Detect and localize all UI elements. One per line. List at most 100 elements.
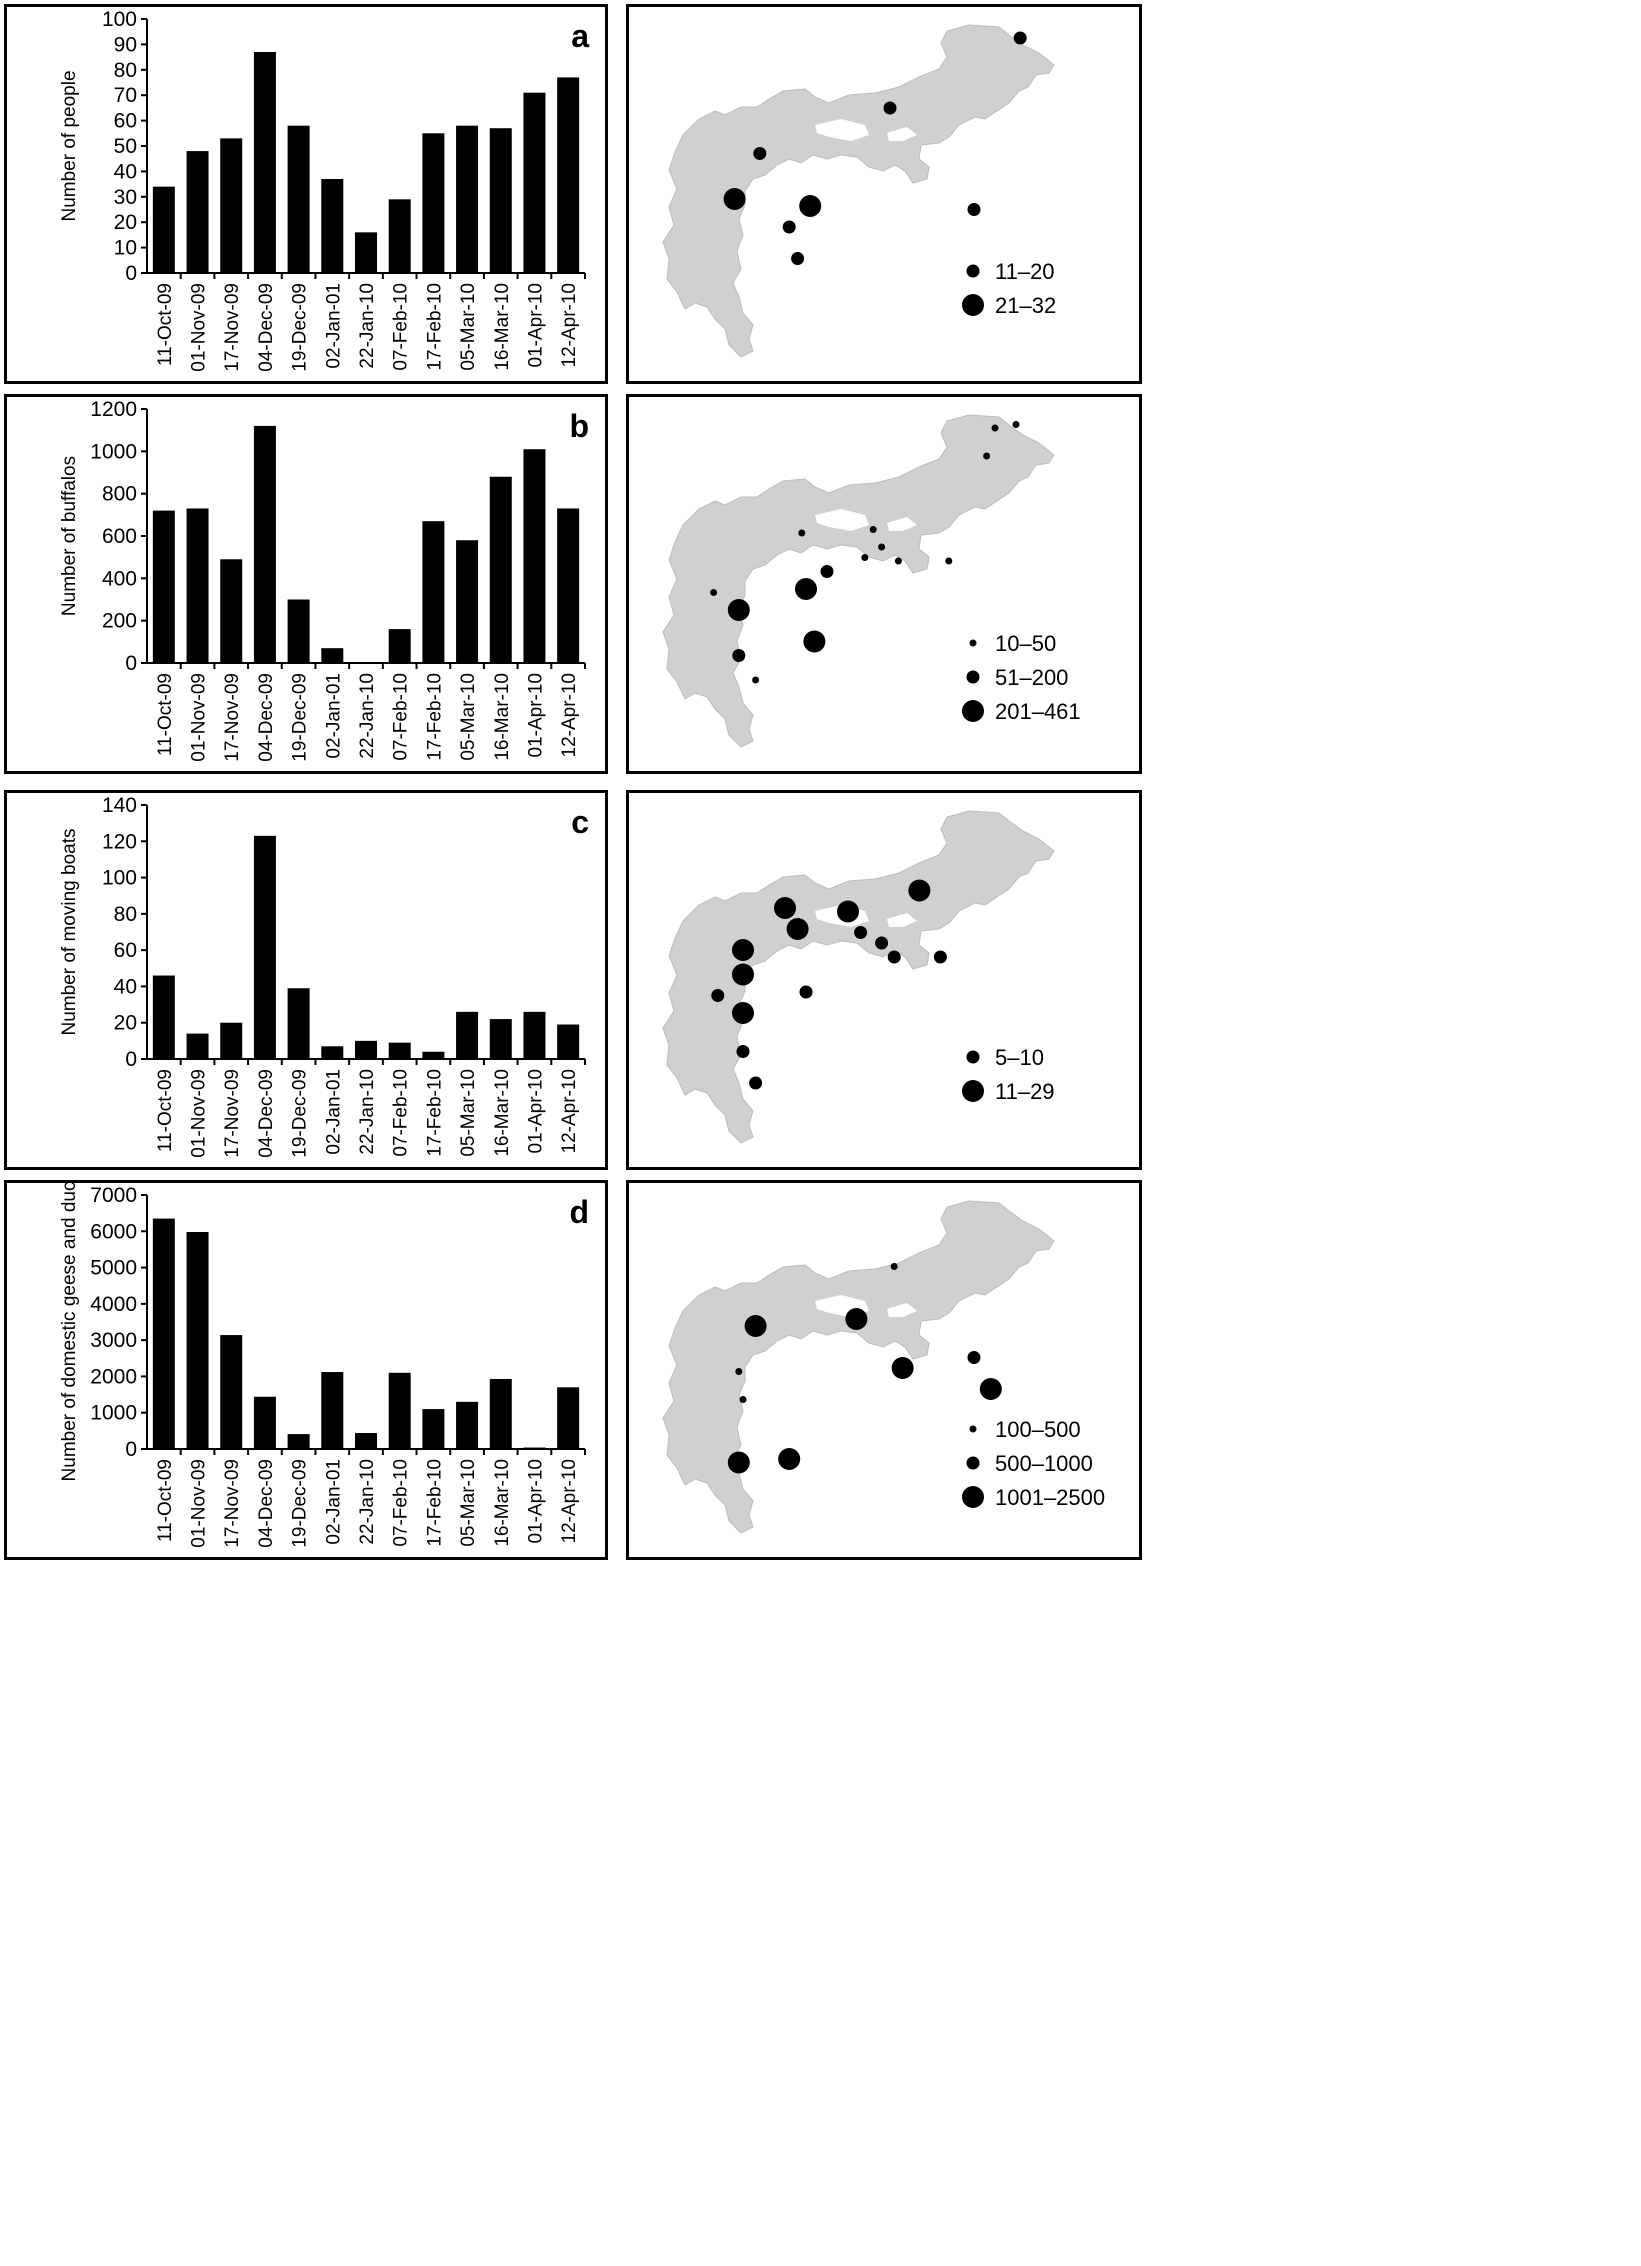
x-tick-label: 05-Mar-10 (458, 673, 479, 761)
x-tick-label: 22-Jan-10 (357, 283, 378, 369)
map-point (799, 985, 813, 999)
map-point (727, 599, 750, 621)
chart-panel-d: Number of domestic geese and ducks 0 1000 2… (4, 1180, 608, 1560)
legend-label: 11–20 (995, 259, 1055, 284)
bar (287, 125, 310, 274)
y-tick-label: 20 (114, 1012, 137, 1035)
x-tick-label: 01-Apr-10 (525, 283, 546, 368)
x-tick-label: 11-Oct-09 (155, 1069, 176, 1152)
x-tick-label: 05-Mar-10 (458, 283, 479, 371)
map-point (727, 1451, 750, 1474)
x-tick-label: 12-Apr-10 (559, 283, 580, 368)
map-point (979, 1378, 1002, 1400)
bar (489, 1378, 512, 1449)
bar (422, 1051, 445, 1059)
x-tick-label: 07-Feb-10 (391, 1069, 412, 1157)
map-point (878, 543, 886, 551)
map-geese-ducks: 100–500 500–1000 1001–2500 (662, 1200, 1105, 1534)
lake-shape (662, 810, 1055, 1144)
bar (557, 77, 580, 273)
x-tick-label: 11-Oct-09 (155, 1459, 176, 1542)
y-tick-label: 10 (114, 237, 137, 260)
x-tick-label: 16-Mar-10 (492, 283, 513, 371)
legend-label: 11–29 (995, 1079, 1055, 1104)
x-tick-label: 12-Apr-10 (559, 673, 580, 758)
map-point (752, 676, 760, 684)
map-boats: 5–10 11–29 (662, 810, 1055, 1144)
map-point (786, 918, 809, 940)
map-point (1012, 421, 1020, 428)
map-point (908, 879, 931, 902)
bar (220, 1335, 243, 1449)
legend-label: 10–50 (995, 631, 1056, 656)
panel-letter: c (571, 804, 589, 840)
map-point (791, 252, 805, 265)
panel-letter: b (569, 408, 589, 444)
x-tick-label: 04-Dec-09 (256, 283, 277, 372)
legend-label: 201–461 (995, 699, 1081, 724)
legend-label: 51–200 (995, 665, 1068, 690)
x-tick-label: 17-Nov-09 (222, 1459, 243, 1548)
map-point (854, 926, 868, 939)
y-tick-label: 3000 (90, 1329, 137, 1352)
bar (388, 629, 411, 663)
bar (489, 476, 512, 663)
x-tick-label: 02-Jan-01 (323, 283, 344, 369)
x-tick-label: 02-Jan-01 (323, 1069, 344, 1155)
x-tick-label: 04-Dec-09 (256, 1069, 277, 1158)
y-tick-label: 0 (125, 1048, 137, 1071)
y-tick-label: 120 (102, 830, 137, 853)
x-tick-label: 07-Feb-10 (391, 673, 412, 761)
bar (321, 648, 344, 663)
map-point (890, 1263, 898, 1270)
x-tick-label: 11-Oct-09 (155, 283, 176, 366)
x-tick-label: 01-Nov-09 (189, 673, 210, 762)
map-point (820, 565, 834, 578)
island-shape (815, 119, 869, 141)
bar (321, 1046, 344, 1059)
y-tick-label: 40 (114, 975, 137, 998)
map-point (735, 1368, 743, 1375)
map-point (749, 1076, 763, 1090)
map-panel-c: 5–10 11–29 (626, 790, 1142, 1170)
legend-symbol (962, 294, 984, 316)
legend-label: 1001–2500 (995, 1485, 1105, 1510)
chart-panel-b: Number of buffalos 0 200 400 600 800 1000 1200 1… (4, 394, 608, 774)
panel-letter: d (569, 1194, 589, 1230)
y-tick-label: 90 (114, 33, 137, 56)
x-tick-label: 12-Apr-10 (559, 1069, 580, 1154)
map-point (869, 526, 877, 533)
y-tick-label: 80 (114, 59, 137, 82)
lake-shape (662, 24, 1055, 358)
map-point (967, 1351, 981, 1364)
bar (557, 508, 580, 663)
y-tick-label: 0 (125, 652, 137, 675)
map-point (945, 557, 953, 565)
bar (523, 92, 546, 273)
bar (186, 151, 209, 273)
bar (152, 186, 175, 273)
x-tick-label: 16-Mar-10 (492, 673, 513, 761)
bar (287, 988, 310, 1059)
map-point (732, 649, 746, 662)
x-tick-label: 01-Nov-09 (189, 1069, 210, 1158)
x-tick-label: 01-Apr-10 (525, 673, 546, 758)
x-tick-label: 22-Jan-10 (357, 1459, 378, 1545)
y-tick-label: 60 (114, 939, 137, 962)
map-point (723, 188, 746, 210)
y-tick-label: 800 (102, 483, 137, 506)
y-axis-label: Number of people (59, 70, 80, 221)
x-tick-label: 04-Dec-09 (256, 673, 277, 762)
x-tick-label: 17-Feb-10 (424, 1069, 445, 1157)
x-tick-label: 19-Dec-09 (290, 1459, 311, 1548)
bar (253, 1396, 276, 1449)
legend-label: 500–1000 (995, 1451, 1093, 1476)
map-point (736, 1045, 750, 1058)
legend-label: 100–500 (995, 1417, 1081, 1442)
x-tick-label: 17-Feb-10 (424, 1459, 445, 1547)
map-panel-d: 100–500 500–1000 1001–2500 (626, 1180, 1142, 1560)
y-tick-label: 40 (114, 160, 137, 183)
y-tick-label: 50 (114, 135, 137, 158)
map-point (875, 936, 889, 950)
bar (355, 232, 377, 273)
